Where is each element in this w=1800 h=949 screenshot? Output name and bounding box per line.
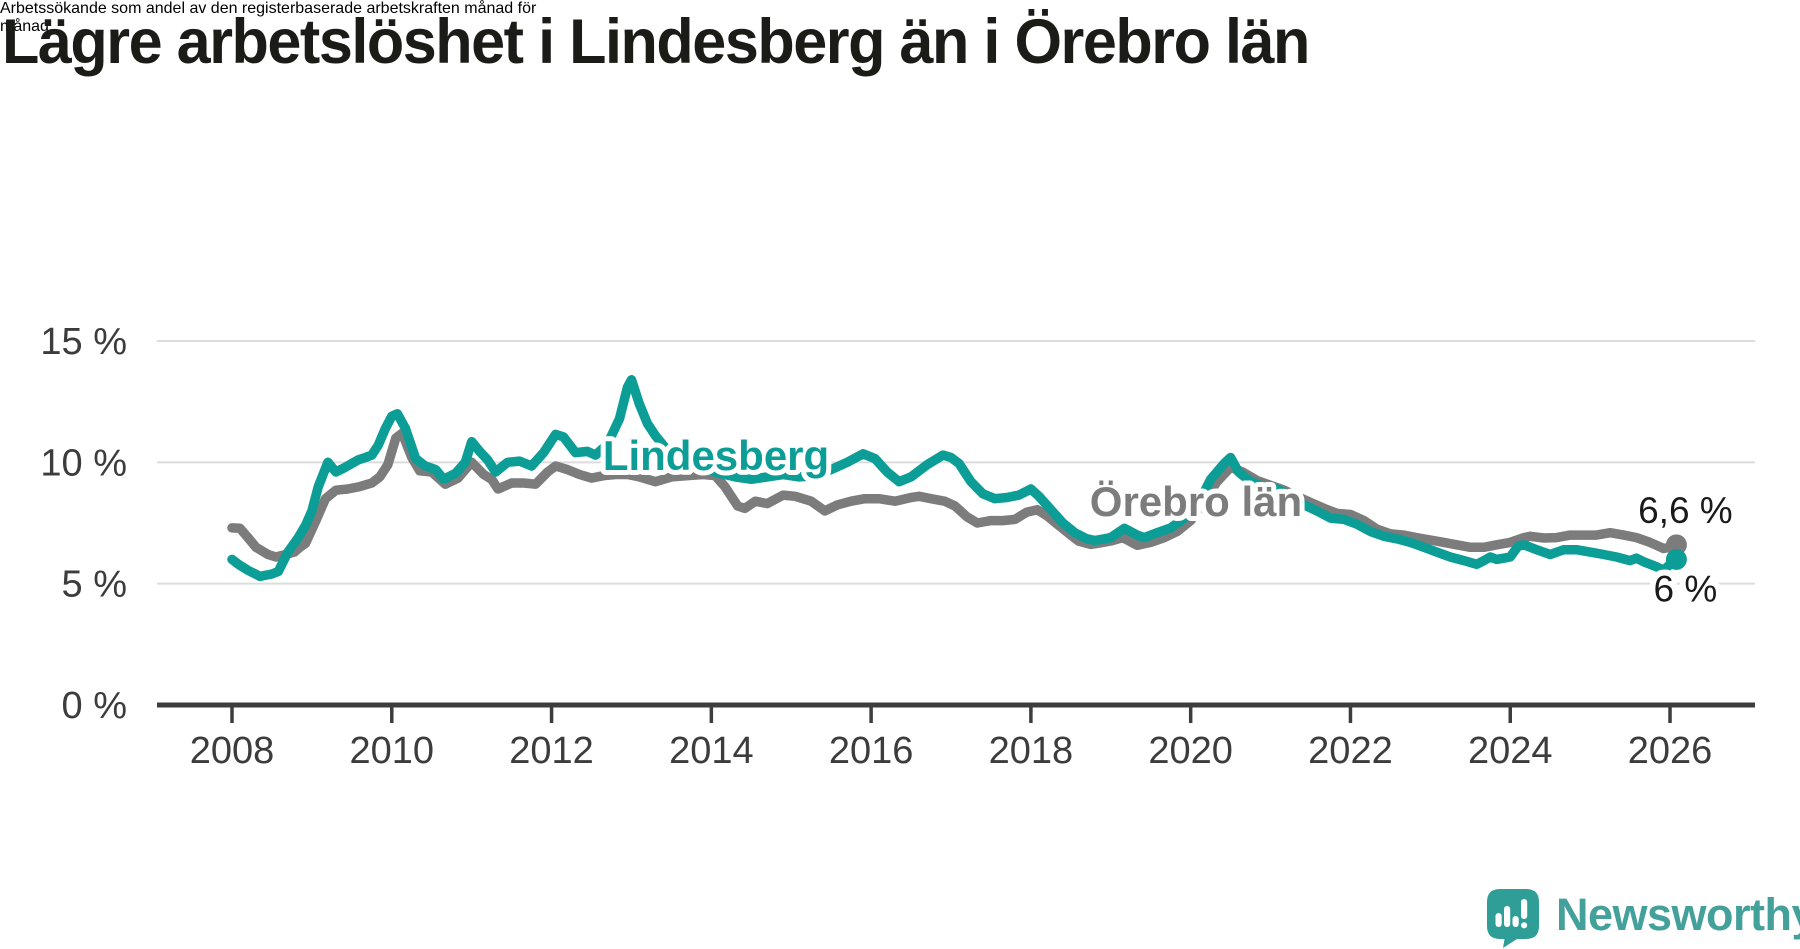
page-title: Lägre arbetslöshet i Lindesberg än i Öre… (2, 7, 1310, 77)
series-end-dot-orebro-lan (1665, 534, 1687, 556)
chart-subtitle-line-2: månad. (0, 18, 54, 35)
logo-bar-3 (1512, 916, 1519, 927)
x-tick-label: 2008 (190, 730, 275, 772)
series-end-dot-lindesberg (1665, 548, 1687, 570)
y-tick-label: 10 % (40, 442, 127, 484)
end-value-label-orebro-lan: 6,6 % (1638, 490, 1733, 531)
brand-wordmark: Newsworthy (1556, 889, 1800, 940)
x-tick-label: 2024 (1468, 730, 1553, 772)
logo-exclamation-bar (1521, 899, 1528, 919)
x-tick-label: 2020 (1148, 730, 1233, 772)
newsworthy-logo-icon (1487, 889, 1539, 948)
end-value-label-lindesberg: 6 % (1654, 568, 1718, 609)
series-line-lindesberg (227, 375, 1682, 582)
chart-subtitle-line-1: Arbetssökande som andel av den registerb… (0, 0, 537, 17)
y-tick-label: 5 % (62, 564, 127, 606)
series-line-orebro-lan (227, 428, 1682, 562)
x-tick-label: 2018 (989, 730, 1074, 772)
logo-bar-2 (1504, 906, 1511, 927)
y-tick-label: 15 % (40, 321, 127, 363)
x-tick-label: 2016 (829, 730, 914, 772)
logo-exclamation-dot (1521, 922, 1528, 929)
x-tick-label: 2014 (669, 730, 754, 772)
x-tick-label: 2022 (1308, 730, 1393, 772)
x-tick-label: 2026 (1628, 730, 1713, 772)
x-tick-label: 2012 (509, 730, 594, 772)
series-label-orebro-lan: Örebro län (1090, 478, 1302, 525)
x-tick-label: 2010 (350, 730, 435, 772)
series-label-lindesberg: Lindesberg (603, 432, 829, 479)
y-tick-label: 0 % (62, 685, 127, 727)
logo-bar-1 (1495, 913, 1502, 927)
